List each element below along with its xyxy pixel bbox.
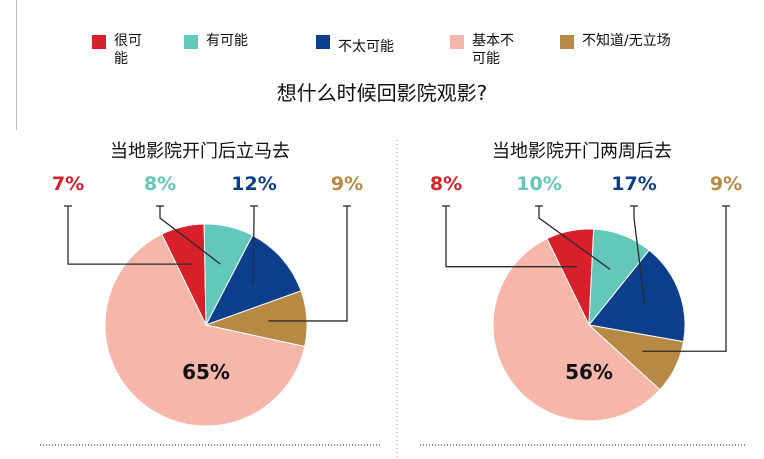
legend-label: 有可能 — [206, 33, 248, 49]
leader-line-4 — [268, 206, 348, 322]
data-label-2: 10% — [516, 173, 561, 195]
divider-line — [16, 0, 17, 130]
leader-line-1 — [445, 206, 578, 268]
legend-swatch — [92, 35, 106, 49]
legend-item-very-unlikely: 基本不 可能 — [450, 32, 514, 68]
legend-swatch — [184, 35, 198, 49]
data-label-3: 12% — [231, 173, 276, 195]
data-label-5: 56% — [565, 360, 613, 384]
data-label-5: 65% — [182, 360, 230, 384]
leader-line-4 — [642, 206, 727, 352]
data-label-4: 9% — [710, 173, 742, 195]
data-label-4: 9% — [331, 173, 363, 195]
legend-swatch — [450, 35, 464, 49]
leader-line-3 — [252, 206, 255, 284]
legend-item-likely: 有可能 — [184, 32, 248, 50]
legend-item-unlikely: 不太可能 — [316, 32, 394, 56]
legend-label: 很可 能 — [114, 33, 142, 67]
chart-title-right: 当地影院开门两周后去 — [492, 141, 672, 162]
chart-main-title: 想什么时候回影院观影? — [276, 81, 488, 105]
leader-line-1 — [67, 206, 192, 265]
legend-label: 基本不 可能 — [472, 33, 514, 67]
legend-label: 不太可能 — [338, 39, 394, 55]
legend-swatch — [560, 35, 574, 49]
pie-slice-3 — [588, 249, 686, 343]
legend-label: 不知道/无立场 — [582, 33, 671, 49]
legend-item-unknown: 不知道/无立场 — [560, 32, 671, 50]
legend: 很可 能 有可能 不太可能 基本不 可能 不知道/无立场 — [0, 0, 764, 70]
pie-slice-5 — [492, 238, 661, 422]
chart-title-left: 当地影院开门后立马去 — [110, 141, 290, 162]
leader-line-3 — [633, 206, 646, 305]
data-label-1: 7% — [52, 173, 84, 195]
data-label-3: 17% — [611, 173, 656, 195]
leader-line-2 — [159, 206, 221, 265]
leader-line-2 — [538, 206, 611, 270]
pie-slice-5 — [104, 233, 306, 427]
pie-chart-right: 8% 10% 17% 9% 56% — [430, 173, 742, 422]
data-label-1: 8% — [430, 173, 462, 195]
pie-chart-left: 7% 8% 12% 9% 65% — [52, 173, 363, 427]
data-label-2: 8% — [144, 173, 176, 195]
legend-item-very-likely: 很可 能 — [92, 32, 142, 68]
legend-swatch — [316, 35, 330, 49]
